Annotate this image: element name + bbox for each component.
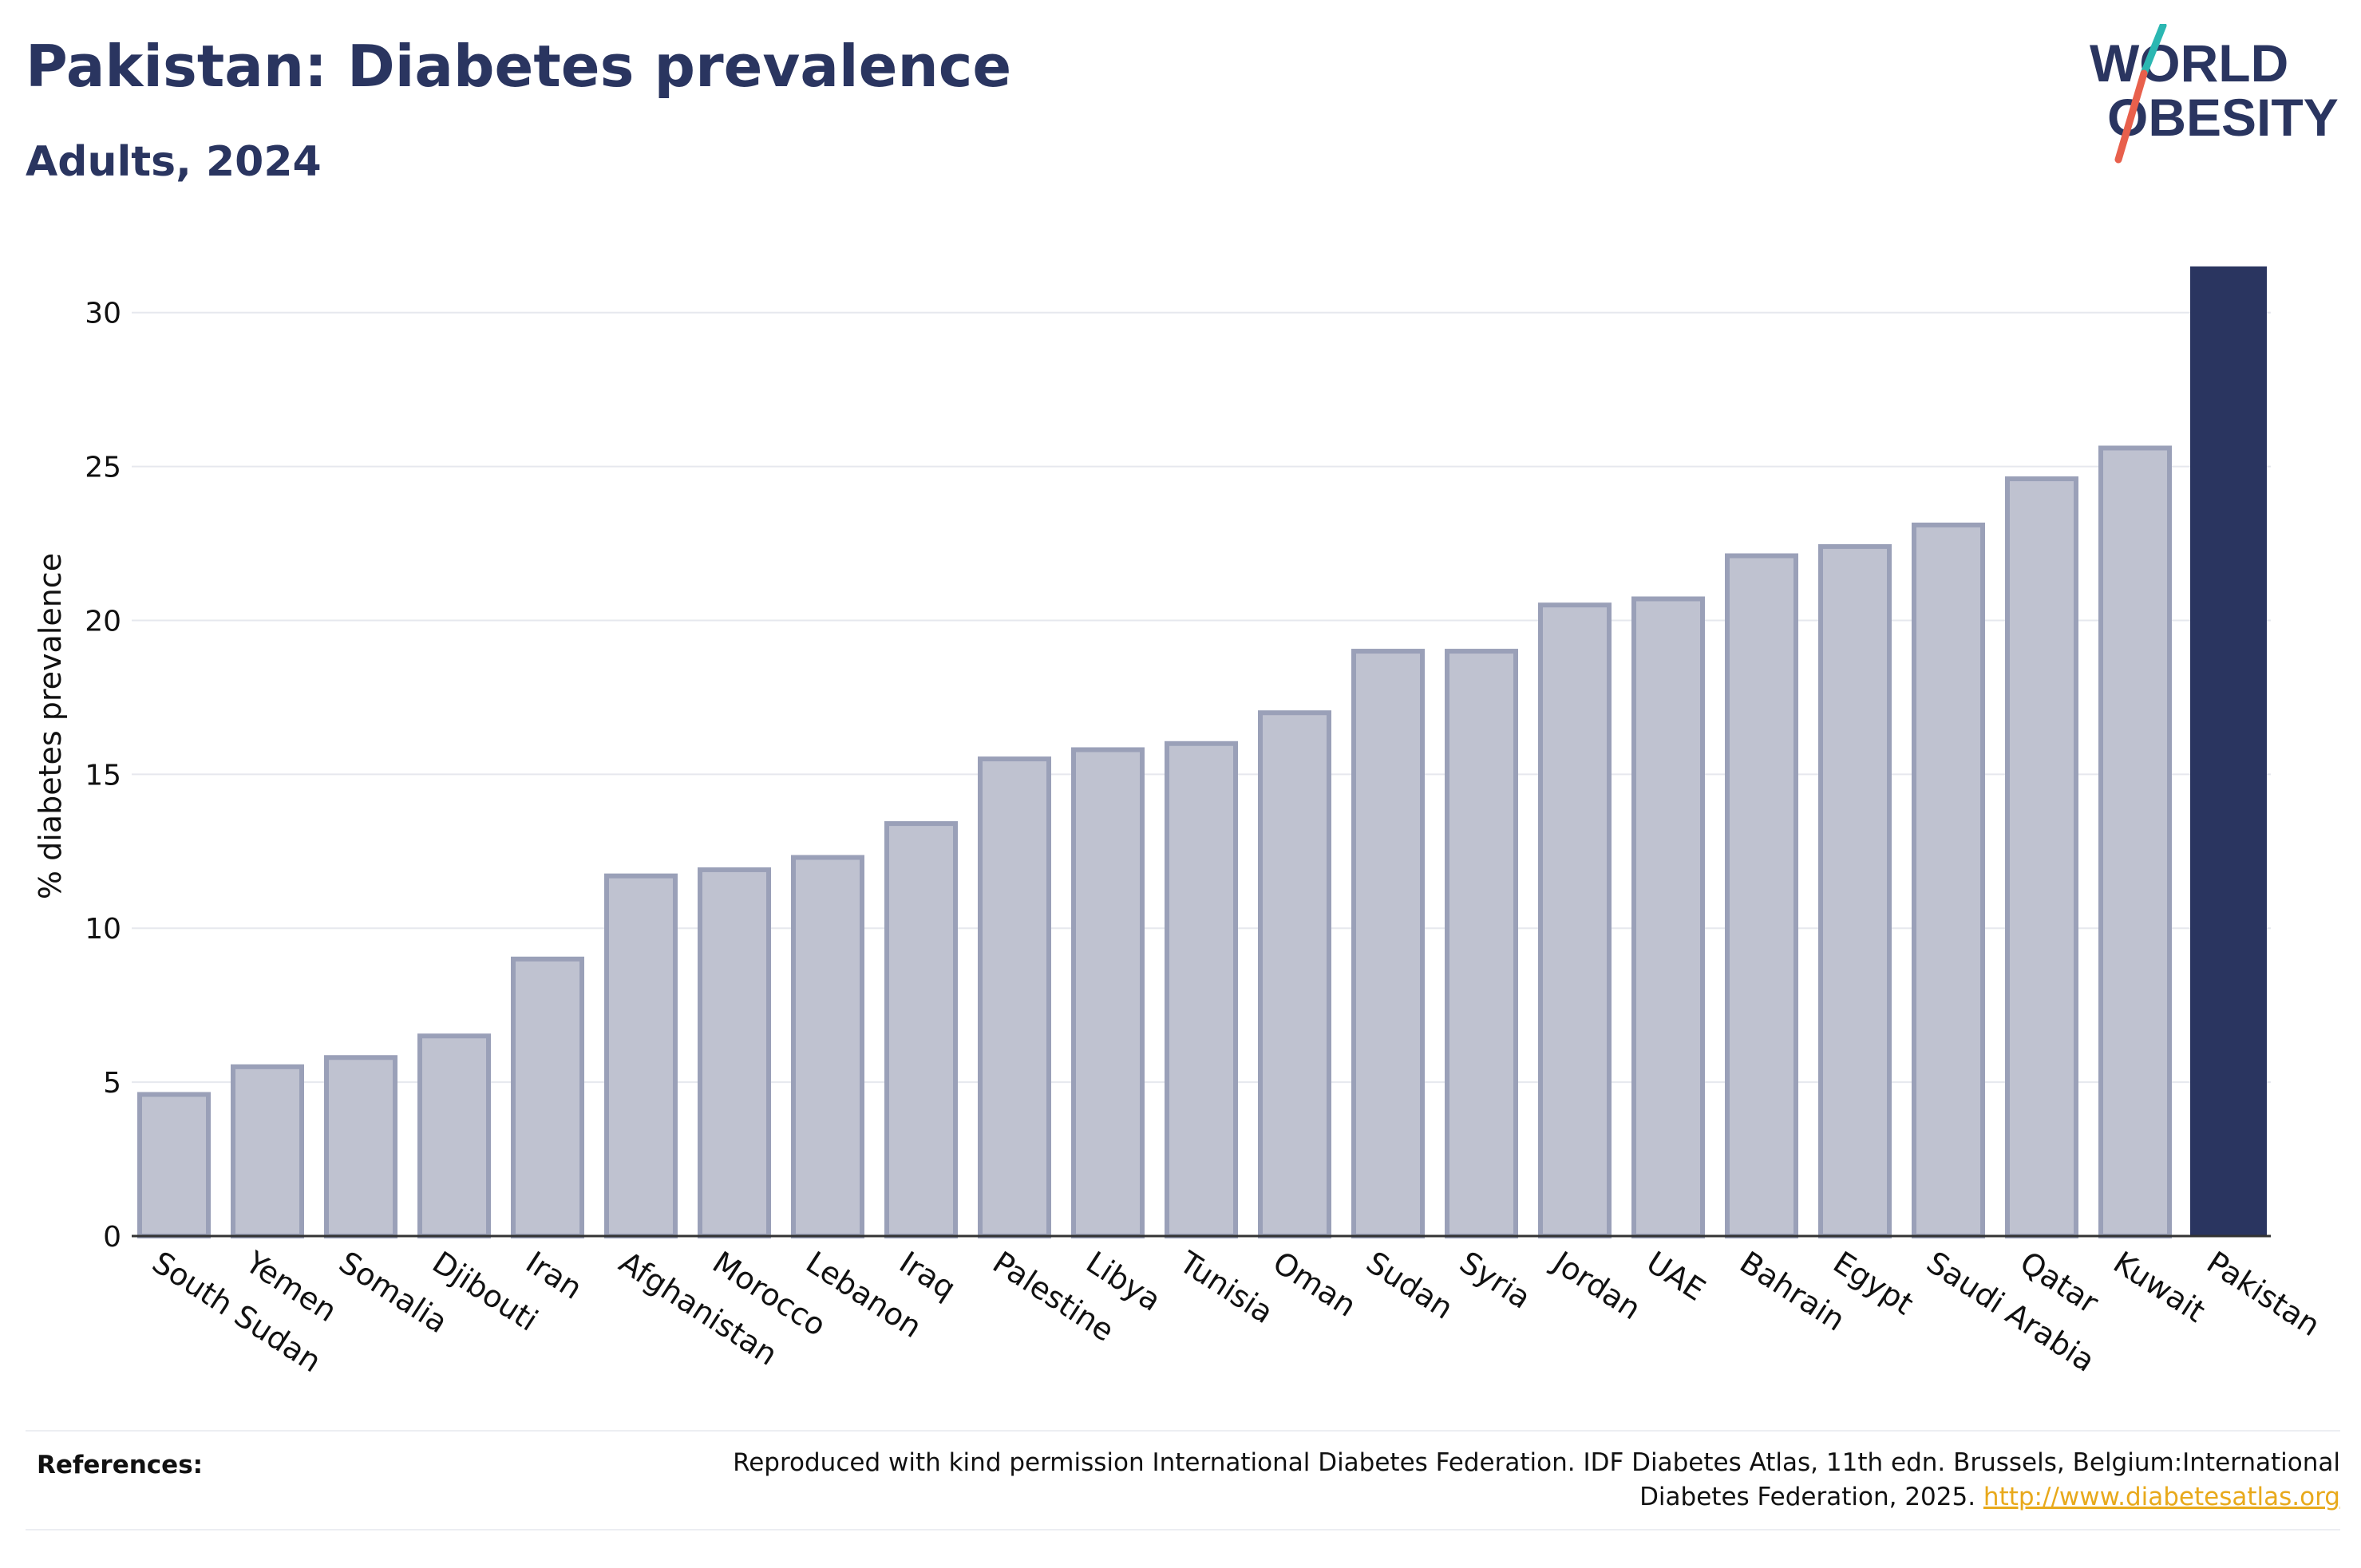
x-tick-label: Iran xyxy=(520,1245,588,1306)
bar-iran xyxy=(511,956,584,1238)
x-tick-label: Iraq xyxy=(893,1245,962,1306)
y-axis-label: % diabetes prevalence xyxy=(33,553,68,899)
bar-somalia xyxy=(324,1055,397,1239)
bar-afghanistan xyxy=(604,873,678,1238)
y-tick-label: 0 xyxy=(103,1221,121,1254)
references-section: References: Reproduced with kind permiss… xyxy=(26,1430,2340,1530)
bar-kuwait xyxy=(2098,445,2172,1238)
bar-oman xyxy=(1258,710,1331,1238)
world-obesity-logo: WORLD OBESITY xyxy=(2090,24,2339,164)
y-tick-label: 5 xyxy=(103,1067,121,1100)
logo-word-obesity: OBESITY xyxy=(2107,88,2339,147)
references-label: References: xyxy=(37,1451,204,1479)
x-tick-label: Oman xyxy=(1267,1245,1362,1324)
bar-qatar xyxy=(2005,476,2078,1238)
x-tick-label: Afghanistan xyxy=(613,1245,784,1372)
bar-iraq xyxy=(884,821,958,1238)
y-tick-label: 20 xyxy=(85,605,121,638)
x-tick-label: Jordan xyxy=(1545,1244,1647,1327)
references-citation: Reproduced with kind permission Internat… xyxy=(733,1448,2340,1511)
bar-egypt xyxy=(1818,543,1892,1238)
bar-pakistan xyxy=(2190,266,2267,1236)
bar-lebanon xyxy=(791,855,864,1239)
y-tick-label: 10 xyxy=(85,913,121,946)
bar-tunisia xyxy=(1165,741,1238,1238)
bar-south-sudan xyxy=(137,1092,211,1239)
x-tick-label: Syria xyxy=(1453,1245,1537,1316)
bar-yemen xyxy=(231,1064,304,1238)
bar-palestine xyxy=(978,756,1051,1238)
bar-jordan xyxy=(1538,602,1612,1238)
x-tick-label: Kuwait xyxy=(2107,1245,2211,1329)
bar-libya xyxy=(1071,747,1145,1238)
y-tick-label: 30 xyxy=(85,298,121,330)
x-tick-label: Bahrain xyxy=(1734,1245,1851,1338)
y-tick-label: 15 xyxy=(85,759,121,792)
x-tick-label: UAE xyxy=(1640,1245,1711,1308)
bar-djibouti xyxy=(417,1033,491,1239)
bar-morocco xyxy=(698,867,771,1238)
y-tick-label: 25 xyxy=(85,452,121,484)
x-tick-label: Sudan xyxy=(1360,1245,1459,1326)
references-text: Reproduced with kind permission Internat… xyxy=(680,1446,2340,1515)
bar-syria xyxy=(1445,649,1518,1238)
bar-sudan xyxy=(1351,649,1425,1238)
bar-uae xyxy=(1631,596,1705,1238)
logo-slash-teal xyxy=(2140,24,2167,77)
diabetes-atlas-link[interactable]: http://www.diabetesatlas.org xyxy=(1983,1483,2340,1511)
bar-bahrain xyxy=(1725,553,1798,1238)
chart-subtitle: Adults, 2024 xyxy=(26,138,322,186)
x-tick-label: Pakistan xyxy=(2201,1245,2326,1344)
x-tick-label: Tunisia xyxy=(1173,1244,1279,1330)
bar-saudi-arabia xyxy=(1912,522,1985,1238)
logo-slash-coral xyxy=(2114,69,2148,164)
logo-word-world: WORLD xyxy=(2090,34,2288,93)
chart-title: Pakistan: Diabetes prevalence xyxy=(26,33,1012,100)
